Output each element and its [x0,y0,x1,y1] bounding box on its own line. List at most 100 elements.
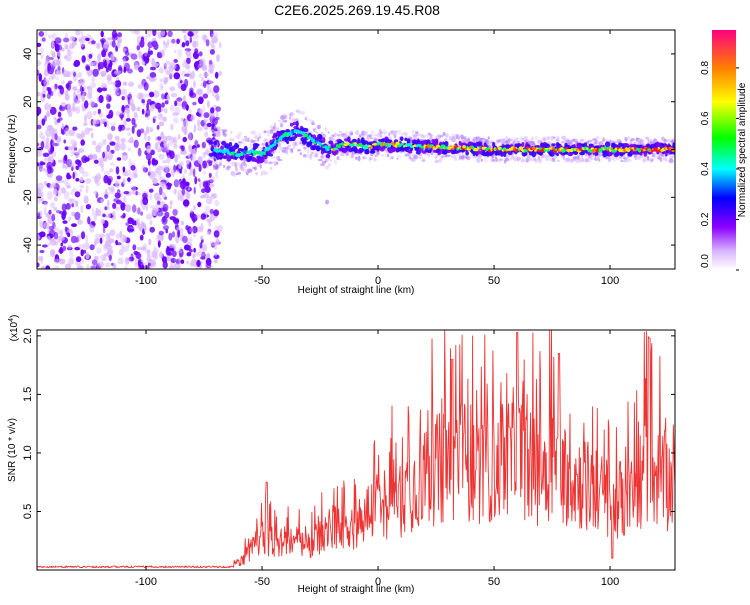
spectrogram-band-cell [476,150,481,155]
spectrogram-noise-cell [54,206,58,212]
spectrogram-halo-cell [255,172,259,175]
spectrogram-noise-cell [69,35,76,42]
spectrogram-noise-cell [102,138,107,145]
spectrogram-noise-cell [99,237,103,244]
spectrogram-noise-cell [97,157,103,167]
spectrogram-noise-cell [81,95,84,101]
spectrogram-halo-cell [277,150,281,154]
spectrogram-noise-cell [150,128,153,133]
spectrogram-halo-cell [396,157,399,160]
spectrogram-halo-cell [562,155,566,160]
spectrogram-halo-cell [620,159,623,162]
spectrogram-halo-cell [317,158,323,162]
spectrogram-halo-cell [266,129,271,134]
spectrogram-noise-cell [51,40,55,49]
snr-xtick-label: 0 [375,576,381,588]
spectrogram-halo-cell [585,158,589,163]
spectrogram-halo-cell [606,156,611,160]
spectrogram-noise-cell [97,108,102,115]
spectrogram-noise-cell [196,251,202,257]
spectrogram-noise-cell [184,73,191,77]
spectrogram-noise-cell [108,254,112,261]
spectrogram-noise-cell [66,185,71,189]
spectrogram-noise-cell [151,209,157,217]
spectrogram-xlabel: Height of straight line (km) [298,285,415,296]
spectrogram-halo-cell [532,136,535,140]
spectrogram-noise-cell [116,157,122,161]
spectrogram-noise-cell [176,169,180,175]
spectrogram-noise-cell [40,141,45,149]
spectrogram-halo-cell [565,157,571,162]
spectrogram-noise-cell [44,61,49,65]
spectrogram-halo-cell [545,156,549,162]
spectrogram-band-cell [213,141,217,146]
spectrogram-noise-cell [130,165,136,171]
spectrogram-noise-cell [164,100,169,105]
spectrogram-noise-cell [193,247,197,253]
spectrogram-halo-cell [213,131,218,134]
spectrogram-noise-cell [59,86,65,95]
spectrogram-halo-cell [568,158,572,164]
spectrogram-noise-cell [116,40,121,49]
spectrogram-halo-cell [443,138,448,142]
spectrogram-noise-cell [131,186,139,191]
spectrogram-halo-cell [421,134,426,139]
spectrogram-noise-cell [208,183,215,188]
spectrogram-noise-cell [217,224,223,233]
spectrogram-noise-cell [155,168,160,173]
spectrogram-band-cell [220,145,225,151]
spectrogram-noise-cell [137,207,141,215]
spectrogram-halo-cell [306,153,310,158]
spectrogram-noise-cell [182,199,190,207]
spectrogram-halo-cell [238,141,243,144]
spectrogram-core-cell [475,148,479,152]
spectrogram-noise-cell [187,226,193,235]
spectrogram-noise-cell [128,158,132,164]
spectrogram-core-cell [370,145,373,150]
spectrogram-noise-cell [64,182,71,187]
spectrogram-noise-cell [61,123,64,130]
spectrogram-noise-cell [80,231,86,240]
spectrogram-halo-cell [303,146,307,150]
spectrogram-noise-cell [135,190,138,196]
spectrogram-noise-cell [91,259,98,266]
spectrogram-noise-cell [110,53,115,62]
spectrogram-noise-cell [80,249,84,257]
spectrogram-noise-cell [203,151,210,156]
spectrogram-halo-cell [458,151,461,157]
spectrogram-noise-cell [151,250,157,259]
spectrogram-noise-cell [158,121,165,127]
spectrogram-noise-cell [64,127,70,137]
spectrogram-core-cell [462,145,466,149]
spectrogram-noise-cell [73,99,80,105]
spectrogram-halo-cell [574,138,578,142]
spectrogram-halo-cell [573,156,578,159]
spectrogram-noise-cell [173,117,179,124]
spectrogram-halo-cell [277,159,283,161]
spectrogram-halo-cell [417,156,422,159]
spectrogram-noise-cell [82,171,89,178]
spectrogram-band-cell [210,144,215,150]
snr-multiplier-close: ) [9,315,20,318]
spectrogram-halo-cell [257,132,262,137]
spectrogram-halo-cell [442,131,446,136]
spectrogram-noise-cell [75,236,79,243]
spectrogram-halo-cell [408,154,412,159]
spectrogram-halo-cell [439,134,444,138]
spectrogram-noise-cell [124,204,132,213]
spectrogram-noise-cell [87,73,92,78]
spectrogram-noise-cell [197,201,202,208]
spectrogram-halo-cell [413,154,419,160]
spectrogram-noise-cell [107,206,110,210]
spectrogram-noise-cell [53,116,57,121]
spectrogram-noise-cell [182,235,188,244]
spectrogram-noise-cell [89,244,95,251]
spectrogram-halo-cell [530,136,533,142]
snr-xlabel: Height of straight line (km) [298,584,415,595]
spectrogram-halo-cell [323,133,327,138]
spectrogram-band-cell [521,142,525,147]
spectrogram-noise-cell [116,76,119,81]
spectrogram-halo-cell [263,130,267,134]
spectrogram-halo-cell [420,157,426,163]
spectrogram-noise-cell [169,86,176,92]
